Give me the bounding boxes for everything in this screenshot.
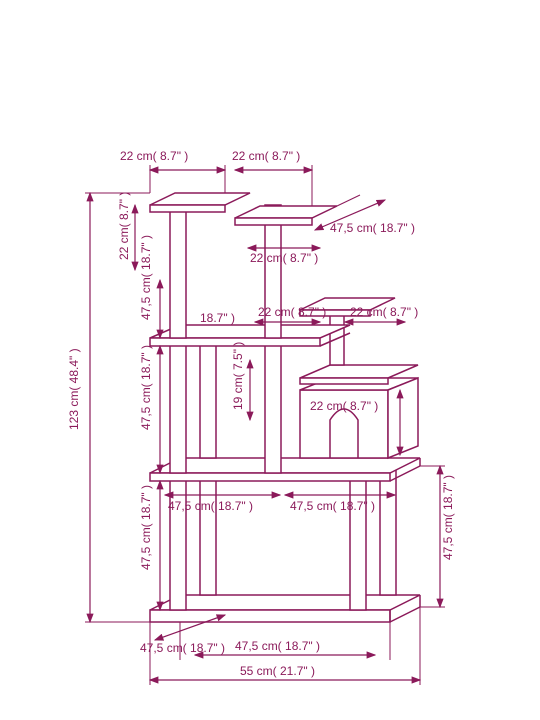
- dim-top-22-l: 22 cm( 8.7" ): [120, 149, 188, 163]
- dim-b47a: 47,5 cm( 18.7" ): [140, 641, 225, 655]
- dim-l47b: 47,5 cm( 18.7" ): [139, 345, 153, 430]
- dim-55: 55 cm( 21.7" ): [240, 664, 315, 678]
- dim-b47b: 47,5 cm( 18.7" ): [235, 639, 320, 653]
- dim-v22: 22 cm( 8.7" ): [117, 192, 131, 260]
- dim-low47r: 47,5 cm( 18.7" ): [290, 499, 375, 513]
- dim-r47-top: 47,5 cm( 18.7" ): [330, 221, 415, 235]
- dim-mid22b: 22 cm( 8.7" ): [258, 305, 326, 319]
- dim-123: 123 cm( 48.4" ): [67, 348, 81, 430]
- dim-mid22: 22 cm( 8.7" ): [250, 251, 318, 265]
- dim-low47l: 47,5 cm( 18.7" ): [168, 499, 253, 513]
- dim-r47low: 47,5 cm( 18.7" ): [441, 475, 455, 560]
- dim-box22: 22 cm( 8.7" ): [310, 399, 378, 413]
- dim-l47a: 47,5 cm( 18.7" ): [139, 235, 153, 320]
- dim-19: 19 cm( 7.5" ): [231, 342, 245, 410]
- dim-r22h: 22 cm( 8.7" ): [350, 305, 418, 319]
- dim-inner187: 18.7" ): [200, 311, 235, 325]
- dim-top-22-r: 22 cm( 8.7" ): [232, 149, 300, 163]
- dim-v47ll: 47,5 cm( 18.7" ): [139, 485, 153, 570]
